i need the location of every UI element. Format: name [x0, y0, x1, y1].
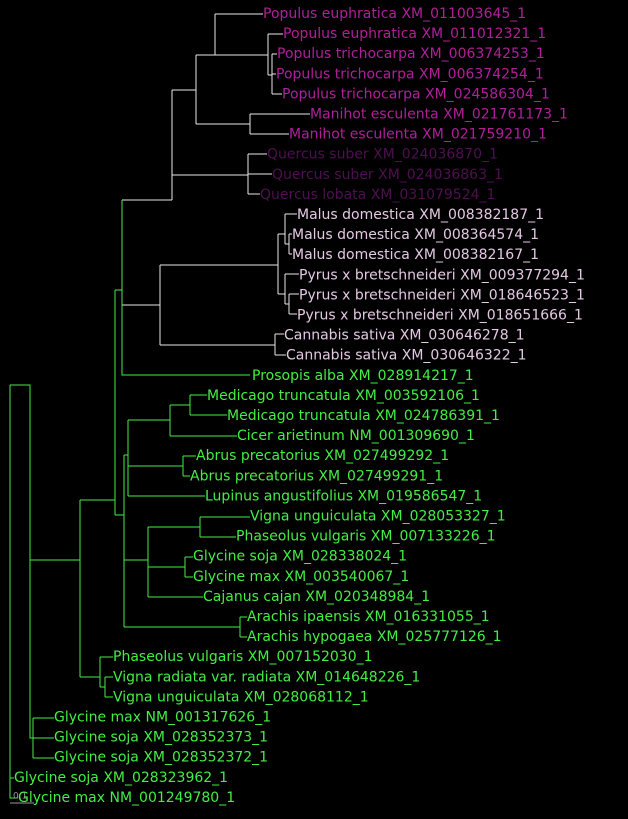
leaf-label: Populus trichocarpa XM_024586304_1 — [282, 86, 550, 102]
leaf-label: Vigna unguiculata XM_028053327_1 — [250, 509, 506, 525]
leaf-label: Vigna radiata var. radiata XM_014648226_… — [113, 669, 420, 685]
scale-label: 0.1 — [13, 792, 27, 802]
leaf-label: Manihot esculenta XM_021761173_1 — [310, 107, 568, 123]
leaf-label: Medicago truncatula XM_024786391_1 — [227, 408, 500, 424]
leaf-label: Cicer arietinum NM_001309690_1 — [237, 428, 475, 444]
leaf-label: Pyrus x bretschneideri XM_018651666_1 — [297, 308, 583, 324]
leaf-label: Lupinus angustifolius XM_019586547_1 — [205, 488, 482, 504]
leaf-label: Arachis hypogaea XM_025777126_1 — [247, 629, 502, 645]
leaf-label: Cannabis sativa XM_030646278_1 — [284, 328, 525, 344]
branches-lower — [9, 200, 250, 799]
leaf-label: Arachis ipaensis XM_016331055_1 — [247, 609, 490, 625]
leaf-label: Quercus suber XM_024036863_1 — [272, 167, 503, 183]
leaf-label: Glycine soja XM_028352372_1 — [54, 750, 268, 766]
leaf-label: Cannabis sativa XM_030646322_1 — [286, 348, 527, 364]
leaf-label: Glycine max NM_001317626_1 — [54, 710, 271, 726]
leaf-label: Malus domestica XM_008364574_1 — [292, 227, 539, 243]
leaf-label: Malus domestica XM_008382187_1 — [297, 207, 544, 223]
leaf-label: Abrus precatorius XM_027499291_1 — [190, 468, 443, 484]
leaf-label: Populus euphratica XM_011012321_1 — [283, 26, 546, 42]
leaf-label: Pyrus x bretschneideri XM_009377294_1 — [299, 267, 585, 283]
leaf-label: Glycine soja XM_028338024_1 — [193, 549, 407, 565]
leaf-label: Glycine max NM_001249780_1 — [18, 790, 235, 806]
leaf-label: Abrus precatorius XM_027499292_1 — [196, 448, 449, 464]
leaf-label: Phaseolus vulgaris XM_007133226_1 — [236, 529, 496, 545]
leaf-label: Phaseolus vulgaris XM_007152030_1 — [113, 649, 373, 665]
leaf-label: Malus domestica XM_008382167_1 — [292, 247, 539, 263]
leaf-label: Glycine soja XM_028352373_1 — [54, 730, 268, 746]
leaf-label: Cajanus cajan XM_020348984_1 — [203, 589, 430, 605]
leaf-label: Populus euphratica XM_011003645_1 — [263, 6, 526, 22]
leaf-label: Glycine max XM_003540067_1 — [193, 569, 409, 585]
leaf-label: Quercus suber XM_024036870_1 — [267, 147, 498, 163]
leaf-label: Manihot esculenta XM_021759210_1 — [289, 127, 547, 143]
branches-upper — [122, 13, 310, 356]
leaf-label: Populus trichocarpa XM_006374254_1 — [276, 66, 544, 82]
leaf-label: Glycine soja XM_028323962_1 — [14, 770, 228, 786]
leaf-label: Populus trichocarpa XM_006374253_1 — [277, 46, 545, 62]
leaf-label: Vigna unguiculata XM_028068112_1 — [113, 689, 369, 705]
leaf-label: Pyrus x bretschneideri XM_018646523_1 — [299, 287, 585, 303]
leaf-label: Prosopis alba XM_028914217_1 — [252, 368, 474, 384]
leaf-label: Medicago truncatula XM_003592106_1 — [207, 388, 480, 404]
leaf-label: Quercus lobata XM_031079524_1 — [260, 187, 495, 203]
